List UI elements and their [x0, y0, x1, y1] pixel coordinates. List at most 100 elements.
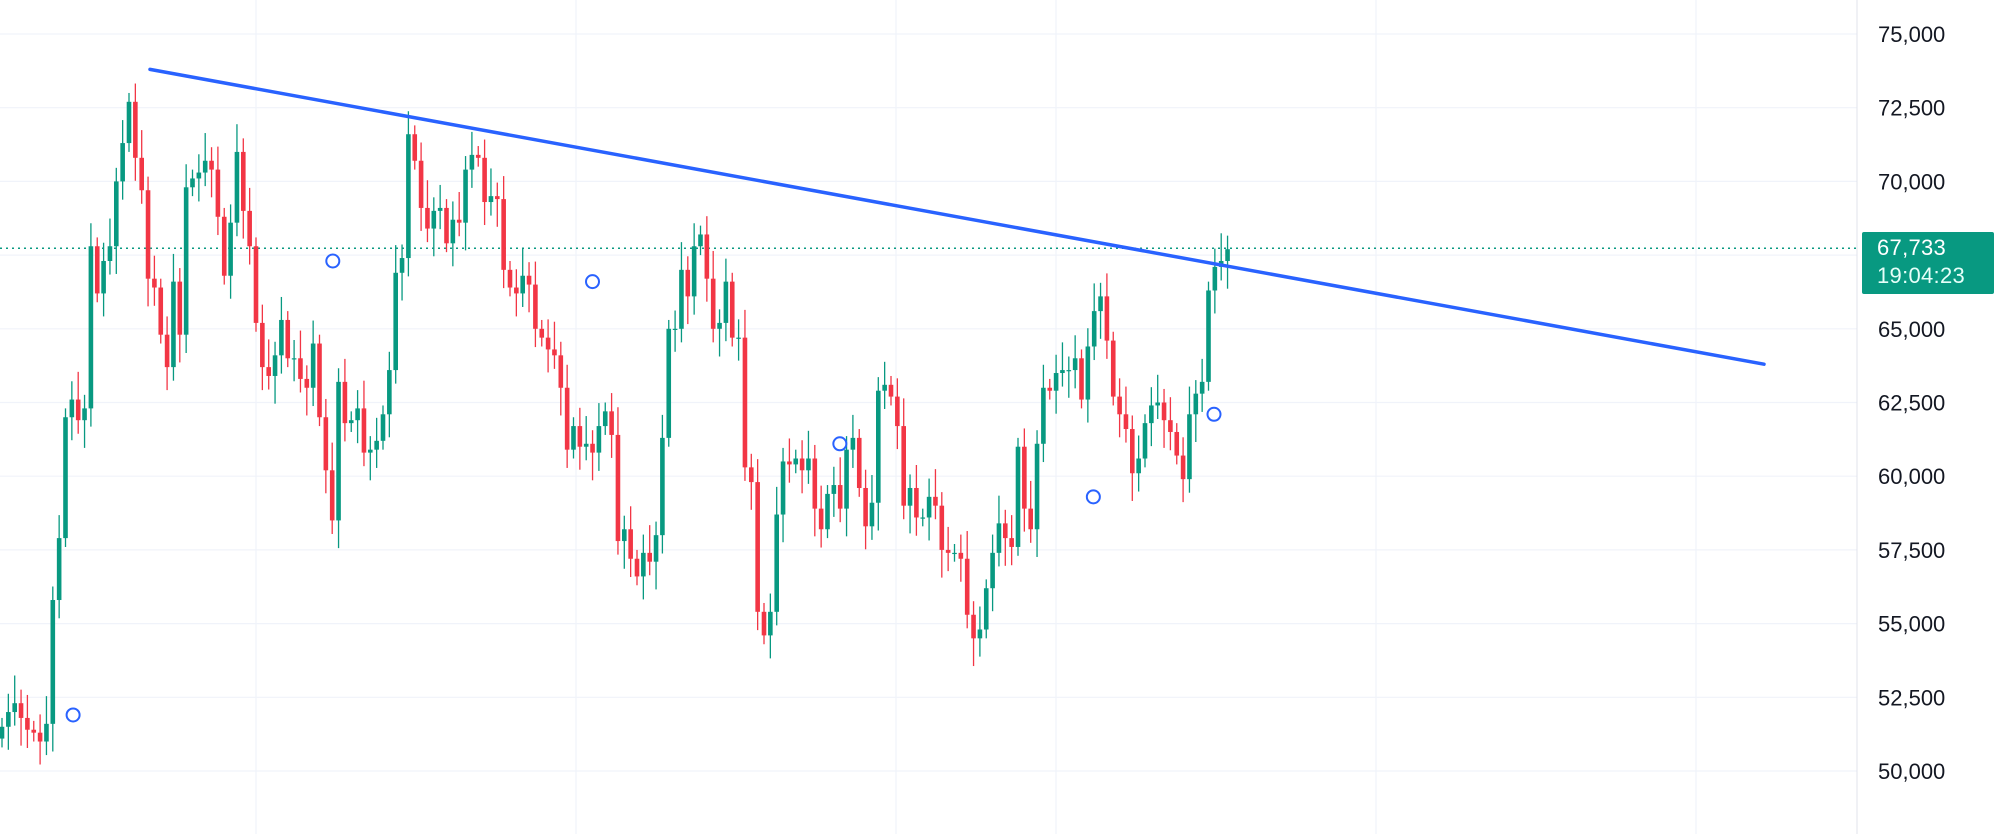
candle[interactable] — [837, 457, 843, 523]
candle[interactable] — [272, 341, 278, 404]
candle[interactable] — [463, 156, 468, 251]
candle[interactable] — [501, 176, 506, 289]
candle[interactable] — [926, 478, 932, 541]
candle[interactable] — [107, 218, 113, 275]
candle[interactable] — [583, 416, 589, 461]
candle[interactable] — [717, 309, 722, 357]
candle[interactable] — [1047, 378, 1053, 400]
candle[interactable] — [545, 319, 551, 373]
candle[interactable] — [126, 92, 132, 152]
candle[interactable] — [412, 125, 418, 170]
candle[interactable] — [1060, 342, 1065, 387]
candle[interactable] — [526, 262, 532, 313]
candle[interactable] — [444, 199, 449, 253]
candle[interactable] — [304, 365, 310, 416]
candle[interactable] — [831, 466, 837, 517]
candle[interactable] — [50, 586, 56, 752]
candle[interactable] — [279, 296, 284, 374]
event-marker[interactable] — [65, 707, 81, 723]
candle[interactable] — [69, 381, 75, 441]
candle[interactable] — [406, 111, 411, 277]
candle[interactable] — [1161, 388, 1167, 448]
candle[interactable] — [1142, 414, 1148, 468]
candle[interactable] — [12, 675, 17, 726]
candle[interactable] — [628, 506, 633, 578]
candle[interactable] — [1041, 364, 1046, 463]
candle[interactable] — [1168, 397, 1173, 451]
candle[interactable] — [736, 319, 741, 361]
candle[interactable] — [920, 508, 926, 527]
candle[interactable] — [1104, 273, 1110, 359]
candle[interactable] — [818, 485, 824, 548]
candle[interactable] — [990, 534, 995, 612]
candle[interactable] — [1180, 437, 1186, 503]
candle[interactable] — [75, 371, 81, 434]
candle[interactable] — [774, 486, 779, 626]
candle[interactable] — [914, 464, 919, 536]
candle[interactable] — [634, 549, 640, 586]
candle[interactable] — [253, 237, 259, 332]
candle[interactable] — [342, 358, 348, 442]
event-marker[interactable] — [585, 274, 600, 290]
candle[interactable] — [1123, 386, 1129, 443]
candle[interactable] — [56, 515, 62, 619]
candle[interactable] — [418, 142, 424, 231]
candle[interactable] — [450, 201, 456, 267]
candle[interactable] — [1218, 233, 1224, 281]
candle[interactable] — [1066, 356, 1072, 398]
candles[interactable] — [0, 83, 1230, 765]
candle[interactable] — [348, 411, 354, 432]
candle[interactable] — [1110, 331, 1116, 406]
candle[interactable] — [939, 492, 945, 578]
candle[interactable] — [882, 361, 887, 409]
candle[interactable] — [780, 447, 786, 543]
candle[interactable] — [469, 131, 475, 188]
candle[interactable] — [742, 309, 748, 481]
candle[interactable] — [247, 187, 252, 265]
candle[interactable] — [761, 602, 767, 645]
candle[interactable] — [1149, 387, 1154, 447]
candle[interactable] — [209, 147, 214, 198]
candle[interactable] — [145, 176, 151, 307]
event-marker[interactable] — [1206, 406, 1222, 422]
candle[interactable] — [691, 223, 697, 315]
candle[interactable] — [571, 417, 576, 459]
event-marker[interactable] — [832, 436, 848, 452]
candle[interactable] — [1117, 378, 1122, 438]
candle[interactable] — [787, 438, 792, 483]
candle[interactable] — [952, 544, 957, 562]
candle[interactable] — [907, 474, 913, 534]
candle[interactable] — [437, 184, 443, 230]
candle[interactable] — [622, 515, 627, 569]
candle[interactable] — [1136, 435, 1141, 492]
candle[interactable] — [37, 714, 43, 765]
trendline[interactable] — [148, 67, 1766, 366]
candle[interactable] — [368, 436, 373, 481]
price-axis[interactable]: 75,000 72,500 70,000 65,000 62,500 60,000 57,5… — [1878, 22, 1945, 784]
candle[interactable] — [1022, 428, 1027, 532]
candle[interactable] — [1085, 328, 1091, 423]
candle[interactable] — [514, 269, 519, 317]
candle[interactable] — [101, 242, 106, 317]
candle[interactable] — [533, 261, 538, 348]
candle[interactable] — [888, 375, 894, 406]
candle[interactable] — [615, 407, 621, 555]
candle[interactable] — [456, 192, 462, 237]
candle[interactable] — [6, 693, 11, 750]
candle[interactable] — [329, 442, 335, 534]
candle[interactable] — [844, 436, 849, 537]
candle[interactable] — [1079, 349, 1084, 409]
candle[interactable] — [825, 485, 830, 539]
candle[interactable] — [863, 469, 868, 550]
candle[interactable] — [1098, 282, 1103, 339]
candle[interactable] — [120, 120, 125, 200]
candle[interactable] — [666, 319, 672, 447]
candle[interactable] — [895, 378, 900, 450]
candle[interactable] — [0, 717, 5, 748]
candle[interactable] — [552, 321, 557, 369]
candle[interactable] — [310, 320, 316, 407]
candle[interactable] — [164, 316, 170, 391]
candle[interactable] — [495, 182, 500, 227]
